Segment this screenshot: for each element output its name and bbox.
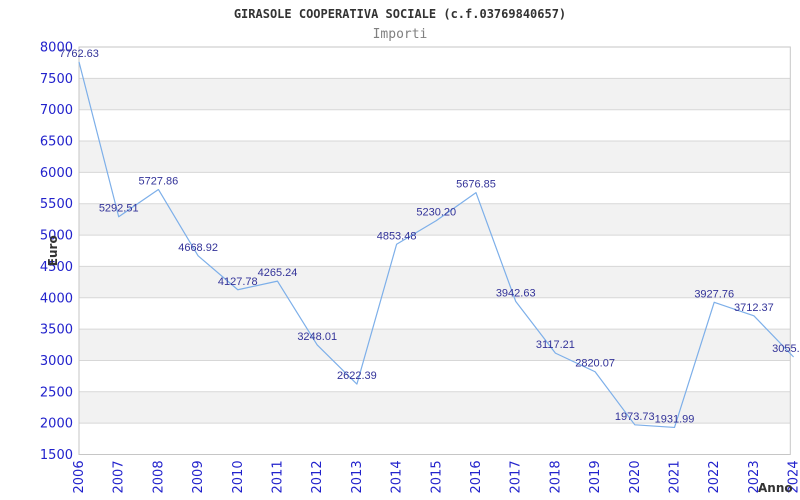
x-tick-label: 2011	[271, 460, 286, 493]
x-tick-label: 2024	[787, 460, 800, 493]
x-tick-label: 2020	[628, 460, 643, 493]
x-tick-label: 2009	[191, 460, 206, 493]
data-point-label: 5727.86	[139, 175, 179, 187]
band-row	[79, 203, 791, 236]
x-tick-label: 2018	[548, 460, 563, 493]
data-point-label: 1931.99	[655, 413, 695, 425]
x-tick-label: 2014	[390, 460, 405, 493]
data-point-label: 5230.20	[416, 207, 456, 219]
data-point-label: 4265.24	[258, 267, 298, 279]
y-tick-label: 2000	[40, 417, 73, 432]
y-tick-label: 5500	[40, 197, 73, 212]
x-tick-label: 2023	[747, 460, 762, 493]
chart-subtitle: Importi	[372, 27, 428, 42]
y-tick-label: 6500	[40, 135, 73, 150]
data-point-label: 5676.85	[456, 179, 496, 191]
x-tick-label: 2006	[72, 460, 87, 493]
data-point-label: 3117.21	[536, 339, 575, 351]
data-point-label: 3248.01	[297, 331, 337, 343]
data-point-label: 5292.51	[99, 203, 139, 215]
x-tick-label: 2007	[112, 460, 127, 493]
data-point-label: 3712.37	[734, 302, 774, 314]
data-point-label: 3055.5	[772, 343, 800, 355]
x-tick-label: 2019	[588, 460, 603, 493]
y-tick-label: 7500	[40, 72, 73, 87]
y-tick-label: 1500	[40, 448, 73, 463]
y-tick-label: 3000	[40, 354, 73, 369]
y-tick-label: 4000	[40, 291, 73, 306]
y-tick-label: 8000	[40, 41, 73, 56]
data-point-label: 2622.39	[337, 370, 377, 382]
y-tick-label: 4500	[40, 260, 73, 275]
chart-title: GIRASOLE COOPERATIVA SOCIALE (c.f.037698…	[233, 7, 567, 21]
x-tick-label: 2012	[310, 460, 325, 493]
x-tick-label: 2022	[707, 460, 722, 493]
y-tick-label: 5000	[40, 229, 73, 244]
x-tick-label: 2017	[509, 460, 524, 493]
band-row	[79, 391, 791, 424]
y-axis-title: Euro	[46, 235, 60, 266]
trend-line	[78, 61, 795, 429]
data-point-label: 7762.63	[59, 48, 99, 60]
data-point-label: 3927.76	[694, 288, 734, 300]
band-row	[79, 266, 791, 298]
band-row	[79, 141, 791, 173]
x-tick-label: 2013	[350, 460, 365, 493]
data-point-label: 2820.07	[575, 358, 615, 370]
x-tick-label: 2015	[429, 460, 444, 493]
data-point-label: 4668.92	[178, 242, 218, 254]
x-tick-label: 2010	[231, 460, 246, 493]
data-point-label: 4127.78	[218, 276, 258, 288]
data-point-label: 1973.73	[615, 411, 655, 423]
x-tick-label: 2021	[668, 460, 683, 493]
x-tick-label: 2016	[469, 460, 484, 493]
x-axis-title: Anno	[758, 481, 793, 495]
y-tick-label: 6000	[40, 166, 73, 181]
x-tick-label: 2008	[151, 460, 166, 493]
plot-border	[78, 46, 791, 455]
data-point-label: 3942.63	[496, 287, 536, 299]
y-tick-label: 3500	[40, 323, 73, 338]
y-tick-label: 2500	[40, 385, 73, 400]
band-row	[79, 329, 791, 361]
band-row	[79, 78, 791, 110]
y-tick-label: 7000	[40, 103, 73, 118]
data-point-label: 4853.48	[377, 230, 417, 242]
